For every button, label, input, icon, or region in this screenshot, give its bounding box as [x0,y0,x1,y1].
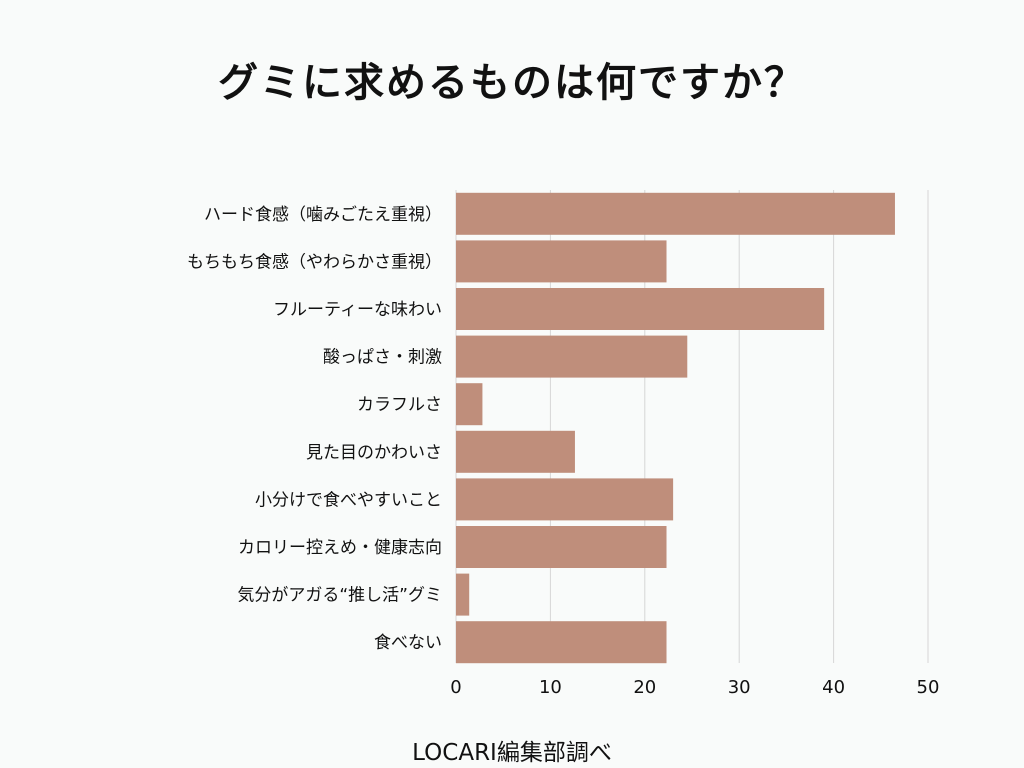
category-label: カロリー控えめ・健康志向 [238,538,442,558]
bar [456,478,674,521]
category-label: ハード食感（噛みごたえ重視） [204,205,442,225]
bars [456,192,895,664]
x-tick-label: 0 [450,677,461,698]
bar [456,573,470,616]
x-tick-label: 20 [633,677,656,698]
category-label: 小分けで食べやすいこと [255,490,442,510]
category-label: もちもち食感（やわらかさ重視） [187,252,442,272]
bar [456,288,825,330]
bar [456,192,895,235]
bar [456,621,667,664]
source-note: LOCARI編集部調べ [412,740,612,766]
bar [456,335,688,378]
x-tick-label: 10 [539,677,562,698]
chart-title: グミに求めるものは何ですか？ [218,60,806,106]
category-label: フルーティーな味わい [273,300,442,320]
bar [456,383,483,426]
x-tick-label: 50 [917,677,940,698]
category-label: 酸っぱさ・刺激 [323,348,442,368]
bar [456,240,667,283]
category-label: 気分がアガる“推し活”グミ [237,586,442,606]
x-tick-label: 40 [822,677,845,698]
category-label: 食べない [374,633,442,653]
category-labels: ハード食感（噛みごたえ重視） もちもち食感（やわらかさ重視） フルーティーな味わい酸… [187,205,442,653]
category-label: カラフルさ [357,395,442,415]
category-label: 見た目のかわいさ [306,443,442,463]
x-axis-ticks: 0 10 20 30 40 50 [450,677,939,698]
x-tick-label: 30 [728,677,751,698]
bar [456,526,667,568]
bar [456,430,575,473]
